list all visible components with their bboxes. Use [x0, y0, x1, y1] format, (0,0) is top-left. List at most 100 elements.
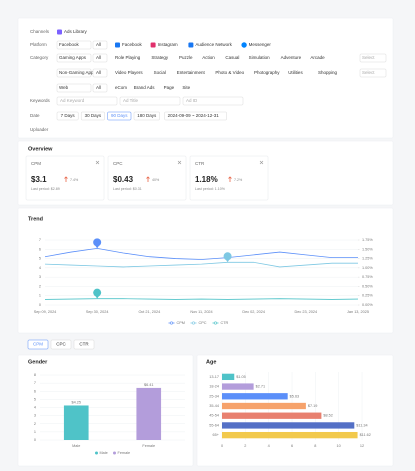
all-option[interactable] — [92, 83, 108, 93]
select[interactable] — [56, 40, 92, 50]
all-option[interactable] — [92, 40, 108, 50]
filter-label: Keywords — [30, 98, 51, 103]
card-previous: Last period: 1.10% — [195, 187, 226, 191]
y-tick-label: 6 — [34, 389, 36, 393]
date-button-label: 180 Days — [137, 113, 157, 118]
date-button[interactable] — [133, 111, 160, 121]
tab[interactable] — [73, 339, 95, 350]
select[interactable] — [56, 53, 92, 63]
tab[interactable] — [50, 339, 72, 350]
value-label: $5.63 — [290, 394, 300, 398]
close-icon — [95, 160, 100, 165]
bar — [222, 412, 322, 419]
x-tick-label: Dec 02, 2024 — [242, 310, 265, 314]
y-tick-label: 6 — [39, 247, 41, 251]
card-name: CPM — [31, 161, 41, 166]
legend-label: CTR — [221, 321, 229, 325]
x-tick-label: Dec 23, 2024 — [295, 310, 318, 314]
chart-title: Age — [206, 359, 216, 365]
date-range[interactable] — [164, 111, 227, 121]
platform-option: Audience Network — [195, 42, 232, 47]
line-series — [44, 261, 358, 268]
x-tick-label: Oct 21, 2024 — [138, 310, 160, 314]
x-tick-label: Nov 11, 2024 — [190, 310, 212, 314]
date-button[interactable] — [80, 111, 105, 121]
card-value: $3.1 — [31, 175, 47, 184]
all-option[interactable] — [92, 53, 108, 63]
bar — [222, 393, 288, 400]
chart-title: Gender — [28, 359, 48, 365]
legend-swatch — [214, 321, 218, 325]
all-option[interactable] — [92, 68, 108, 78]
more-select[interactable] — [359, 53, 387, 63]
platform-option: Instagram — [158, 42, 178, 47]
category-option: Video Players — [115, 70, 143, 75]
category-option: Role Playing — [115, 55, 141, 60]
y2-tick-label: 0.50% — [362, 284, 373, 288]
category-option: eCom — [115, 85, 127, 90]
category-option: Brand Ads — [134, 85, 156, 90]
value-label: $4.25 — [71, 400, 81, 404]
panel — [17, 354, 194, 467]
date-range-value: 2024-09-09 ~ 2024-12-31 — [168, 113, 220, 118]
keyword-input[interactable] — [182, 96, 244, 106]
keyword-input[interactable] — [56, 96, 118, 106]
card-previous: Last period: $0.31 — [113, 187, 142, 191]
y-tick-label: 3 — [34, 414, 36, 418]
legend-label: Male — [100, 451, 108, 455]
date-button[interactable] — [56, 111, 79, 121]
category-option: Casual — [225, 55, 239, 60]
card-change: 7.2% — [234, 178, 243, 182]
up-arrow — [228, 176, 232, 182]
y-tick-label: 7 — [39, 238, 41, 242]
select-value: Gaming Apps — [59, 55, 87, 60]
y-tick-label: 1 — [34, 430, 36, 434]
channel: Ads Library — [64, 29, 88, 34]
panel — [17, 17, 394, 139]
category-option: Action — [202, 55, 215, 60]
y2-tick-label: 1.00% — [362, 266, 373, 270]
category-option: Simulation — [249, 55, 271, 60]
legend-label: CPM — [177, 321, 185, 325]
value-label: $8.52 — [323, 414, 333, 418]
x-tick-label: 0 — [221, 444, 223, 448]
x-tick-label: Sep 30, 2024 — [86, 310, 109, 314]
filter-label: Channels — [30, 29, 50, 34]
bar — [222, 383, 254, 390]
legend-swatch — [170, 321, 174, 325]
platform-icon — [115, 42, 120, 48]
select[interactable] — [56, 83, 92, 93]
select-value: Non-Gaming Apps — [59, 70, 97, 75]
y-tick-label: 18-24 — [209, 385, 219, 389]
y-tick-label: 35-44 — [209, 404, 219, 408]
date-button-label: 7 Days — [61, 113, 76, 118]
y-tick-label: 0 — [39, 303, 41, 307]
x-tick-label: 2 — [244, 444, 246, 448]
platform-icon — [150, 42, 156, 48]
keyword-placeholder: Ad ID — [186, 98, 198, 103]
y-tick-label: 45-54 — [209, 414, 219, 418]
all-label: All — [96, 55, 101, 60]
tab[interactable] — [27, 339, 49, 350]
tab-label: CPC — [56, 342, 66, 347]
platform-icon — [241, 42, 247, 48]
x-tick-label: Sep 09, 2024 — [34, 310, 57, 314]
platform-icon — [188, 42, 194, 48]
category-option: Photography — [254, 70, 280, 75]
y-tick-label: 5 — [34, 397, 36, 401]
keyword-placeholder: Ad Keyword — [60, 98, 85, 103]
close-icon — [259, 160, 264, 165]
y-tick-label: 2 — [39, 284, 41, 288]
card-value: $0.43 — [113, 175, 134, 184]
date-button[interactable] — [107, 111, 132, 121]
y-tick-label: 8 — [34, 373, 36, 377]
y-tick-label: 13-17 — [209, 375, 219, 379]
keyword-input[interactable] — [119, 96, 181, 106]
select[interactable] — [56, 68, 92, 78]
y-tick-label: 4 — [39, 266, 41, 270]
y2-tick-label: 0.75% — [362, 275, 373, 279]
category-option: Photo & Video — [215, 70, 244, 75]
x-tick-label: 10 — [337, 444, 341, 448]
more-select[interactable] — [359, 68, 387, 78]
